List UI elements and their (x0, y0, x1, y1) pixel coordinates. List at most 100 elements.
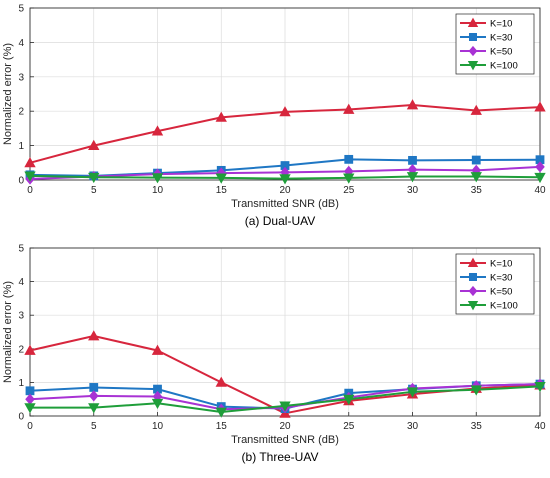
legend-label: K=30 (490, 273, 512, 284)
x-tick-label: 10 (152, 185, 164, 196)
x-tick-label: 35 (471, 185, 483, 196)
x-tick-label: 5 (91, 421, 97, 432)
x-tick-label: 0 (27, 421, 33, 432)
y-tick-label: 2 (18, 344, 24, 355)
data-point (535, 161, 545, 173)
data-point (24, 344, 36, 355)
x-tick-label: 5 (91, 185, 97, 196)
data-point (151, 398, 164, 410)
x-tick-label: 30 (407, 185, 419, 196)
x-tick-label: 20 (279, 421, 291, 432)
data-point (151, 173, 164, 184)
data-point (343, 173, 355, 184)
legend-marker (468, 272, 477, 281)
data-point (279, 174, 291, 185)
legend-marker (467, 300, 479, 311)
y-tick-label: 2 (18, 107, 24, 118)
legend-entry: K=100 (460, 301, 518, 312)
data-point (471, 155, 481, 165)
x-axis-label: Transmitted SNR (dB) (231, 198, 339, 210)
x-tick-label: 40 (534, 185, 546, 196)
y-axis-label: Normalized error (%) (2, 281, 14, 383)
y-tick-label: 4 (18, 38, 24, 49)
data-point (279, 401, 291, 412)
legend-label: K=10 (490, 19, 512, 30)
data-point (534, 382, 546, 393)
data-point (24, 403, 36, 414)
y-tick-label: 1 (18, 378, 24, 389)
data-point (88, 172, 100, 184)
legend-entry: K=30 (460, 273, 512, 284)
legend-label: K=50 (490, 287, 512, 298)
x-tick-label: 25 (343, 421, 355, 432)
legend-entry: K=10 (460, 17, 512, 30)
data-point (534, 101, 546, 112)
data-point (470, 104, 482, 115)
y-axis-label: Normalized error (%) (2, 43, 14, 145)
legend-label: K=10 (490, 259, 512, 270)
data-point (88, 330, 100, 341)
data-point (215, 376, 227, 387)
legend: K=10 K=30 K=50 K=100 (455, 253, 535, 315)
x-tick-label: 30 (407, 421, 419, 432)
data-point (470, 385, 482, 396)
legend-entry: K=100 (460, 61, 518, 72)
legend-entry: K=50 (460, 285, 512, 298)
data-point (215, 111, 227, 122)
y-tick-label: 5 (18, 244, 24, 255)
data-point (151, 344, 164, 355)
chart-dual-uav: 0 5 10 15 20 25 30 35 40 0 1 2 3 4 5 Transmitted SNR (d… (2, 4, 546, 229)
data-point (88, 403, 100, 414)
x-tick-label: 0 (27, 185, 33, 196)
data-point (24, 171, 36, 182)
x-tick-label: 20 (279, 185, 291, 196)
legend-entry: K=30 (460, 33, 512, 44)
legend-label: K=100 (490, 301, 518, 312)
x-tick-label: 15 (216, 185, 228, 196)
data-point (88, 390, 99, 402)
data-point (344, 154, 354, 164)
data-point (343, 394, 355, 406)
data-point (151, 125, 164, 136)
legend-entry: K=50 (460, 45, 512, 58)
series-k-100 (24, 382, 546, 418)
x-tick-label: 25 (343, 185, 355, 196)
data-point (279, 106, 291, 117)
y-tick-label: 0 (18, 176, 24, 187)
legend-marker (467, 61, 479, 71)
data-point (343, 103, 355, 114)
data-point (534, 172, 546, 184)
chart-caption: (b) Three-UAV (242, 450, 319, 464)
y-tick-label: 4 (18, 277, 24, 288)
legend-marker (468, 33, 477, 42)
data-point (470, 172, 482, 183)
series-k-100 (24, 171, 546, 185)
y-tick-label: 3 (18, 72, 24, 83)
data-point (215, 407, 227, 418)
y-tick-label: 1 (18, 141, 24, 152)
chart-three-uav: 0 5 10 15 20 25 30 35 40 0 1 2 3 4 5 Transmitted SNR (d… (2, 244, 546, 465)
data-point (408, 155, 417, 165)
data-point (406, 99, 419, 110)
series-k-10 (24, 99, 546, 168)
x-tick-label: 35 (471, 421, 483, 432)
data-point (406, 387, 419, 398)
legend: K=10 K=30 K=50 K=100 (455, 13, 535, 75)
legend-marker (468, 285, 478, 297)
chart-caption: (a) Dual-UAV (245, 214, 315, 228)
y-tick-label: 0 (18, 412, 24, 423)
data-point (24, 156, 36, 168)
data-point (215, 173, 227, 184)
x-tick-label: 15 (216, 421, 228, 432)
x-axis-label: Transmitted SNR (dB) (231, 434, 339, 446)
legend-label: K=50 (490, 47, 512, 58)
legend-marker (468, 45, 478, 57)
legend-marker (467, 257, 479, 268)
x-tick-label: 40 (534, 421, 546, 432)
legend-entry: K=10 (460, 257, 512, 270)
legend-marker (467, 17, 479, 28)
legend-label: K=100 (490, 61, 518, 72)
legend-label: K=30 (490, 33, 512, 44)
y-tick-label: 3 (18, 311, 24, 322)
